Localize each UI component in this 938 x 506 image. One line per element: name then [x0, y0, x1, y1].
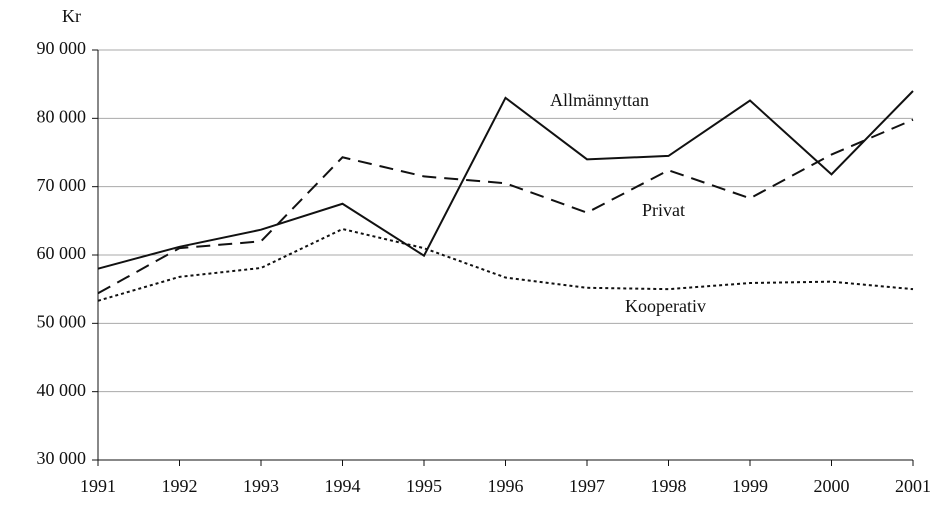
x-tick-label: 1995: [406, 476, 442, 496]
x-tick-label: 1993: [243, 476, 279, 496]
series-line: [97, 90, 914, 270]
y-tick-label: 60 000: [37, 243, 87, 263]
series-line: [97, 118, 914, 295]
x-tick-label: 2000: [814, 476, 850, 496]
unit-label: Kr: [62, 6, 81, 26]
series-line: [97, 227, 914, 302]
y-tick-label: 70 000: [37, 175, 87, 195]
y-tick-label: 50 000: [37, 311, 87, 331]
x-tick-label: 1998: [651, 476, 687, 496]
x-tick-label: 2001: [895, 476, 931, 496]
y-tick-label: 30 000: [37, 448, 87, 468]
y-tick-label: 90 000: [37, 38, 87, 58]
y-tick-label: 40 000: [37, 380, 87, 400]
series-label: Privat: [642, 200, 685, 220]
x-tick-label: 1996: [488, 476, 524, 496]
series-label: Kooperativ: [625, 296, 706, 316]
x-tick-label: 1999: [732, 476, 768, 496]
x-tick-label: 1991: [80, 476, 116, 496]
x-tick-label: 1992: [162, 476, 198, 496]
y-tick-label: 80 000: [37, 106, 87, 126]
x-tick-label: 1997: [569, 476, 605, 496]
x-tick-label: 1994: [325, 476, 361, 496]
series-label: Allmännyttan: [550, 90, 649, 110]
